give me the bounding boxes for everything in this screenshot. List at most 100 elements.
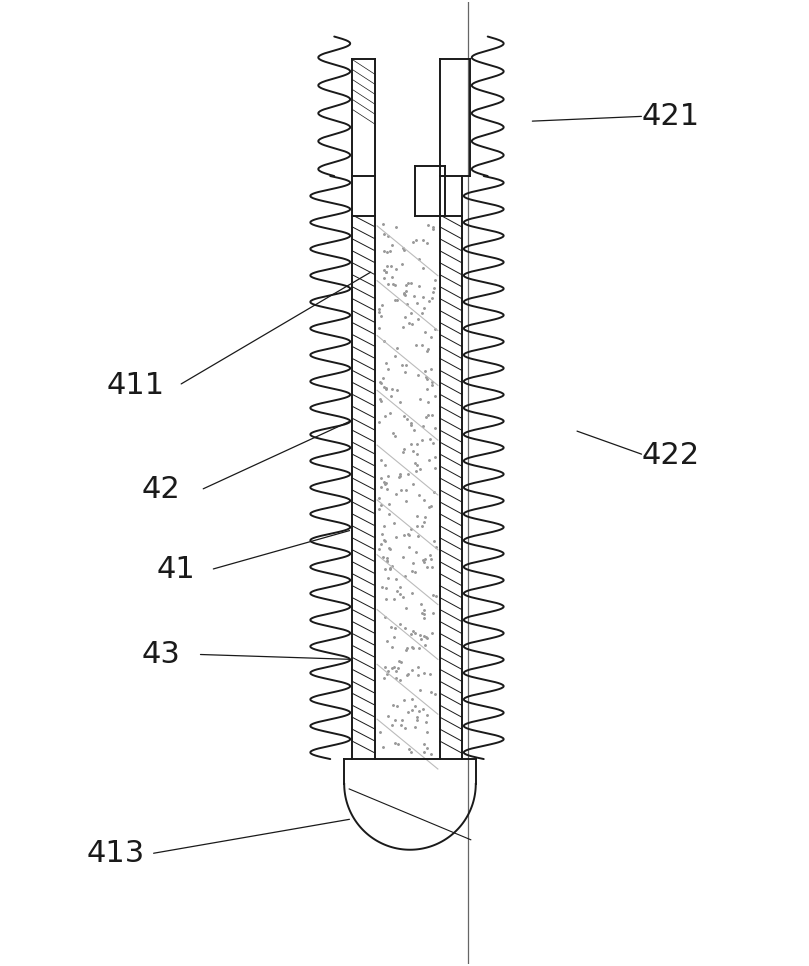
Point [396,241,409,256]
Point [380,258,393,273]
Point [385,387,398,403]
Point [421,741,434,756]
Point [421,631,434,646]
Point [401,275,414,291]
Point [375,452,388,468]
Point [380,264,393,279]
Point [392,660,405,675]
Point [391,736,404,752]
Point [379,409,392,424]
Point [380,591,393,607]
Point [391,583,404,599]
Point [378,243,391,259]
Point [400,296,413,311]
Point [419,638,432,653]
Point [383,541,396,556]
Point [388,277,401,293]
Point [389,219,402,235]
Point [405,316,418,331]
Point [420,369,433,384]
Point [394,579,407,594]
Point [416,433,429,448]
Point [420,343,433,358]
Point [388,620,401,636]
Point [395,654,408,669]
Point [409,698,421,714]
Point [376,216,389,232]
Point [381,469,394,484]
Point [375,308,388,324]
Point [404,626,417,641]
Point [383,497,396,512]
Point [390,663,403,678]
Point [378,474,391,490]
Point [390,529,403,545]
Point [406,235,419,250]
Point [375,479,388,495]
Point [387,276,400,292]
Point [400,277,413,293]
Point [404,744,417,759]
Point [417,492,430,507]
Point [396,444,409,460]
Point [379,381,392,396]
Point [384,620,397,636]
Point [404,417,417,433]
Point [378,226,391,242]
Point [428,449,441,465]
Point [417,300,430,316]
Point [373,542,386,557]
Point [407,422,420,438]
Point [410,458,423,473]
Point [386,237,399,252]
Point [429,272,442,288]
Point [400,412,413,427]
Point [410,446,423,462]
Text: 41: 41 [156,555,195,584]
Point [383,561,396,577]
Point [411,295,424,310]
Point [420,410,433,425]
Point [426,408,439,423]
Point [421,708,434,724]
Point [389,669,402,685]
Point [406,563,419,579]
Point [426,559,438,575]
Point [388,630,400,645]
Point [416,519,429,534]
Point [397,285,410,300]
Point [419,715,432,730]
Point [415,305,428,321]
Text: 411: 411 [107,371,165,400]
Point [409,719,421,734]
Point [413,462,426,477]
Point [409,544,422,559]
Point [407,476,420,492]
Point [415,605,428,620]
Point [393,672,406,688]
Point [378,659,391,674]
Point [375,497,388,513]
Point [378,532,391,548]
Point [379,561,392,577]
Point [393,586,406,602]
Point [421,724,434,740]
Text: 413: 413 [87,839,145,868]
Point [387,515,400,530]
Point [413,640,426,656]
Point [377,670,390,686]
Point [377,270,390,285]
Point [412,527,425,543]
Point [383,542,396,557]
Point [422,294,435,309]
Point [405,692,418,707]
Point [381,276,394,292]
Point [390,487,403,502]
Point [378,379,391,394]
Point [375,393,388,409]
Point [382,664,395,679]
Text: 42: 42 [142,475,180,504]
Point [416,337,429,353]
Point [399,642,412,658]
Point [426,377,439,392]
